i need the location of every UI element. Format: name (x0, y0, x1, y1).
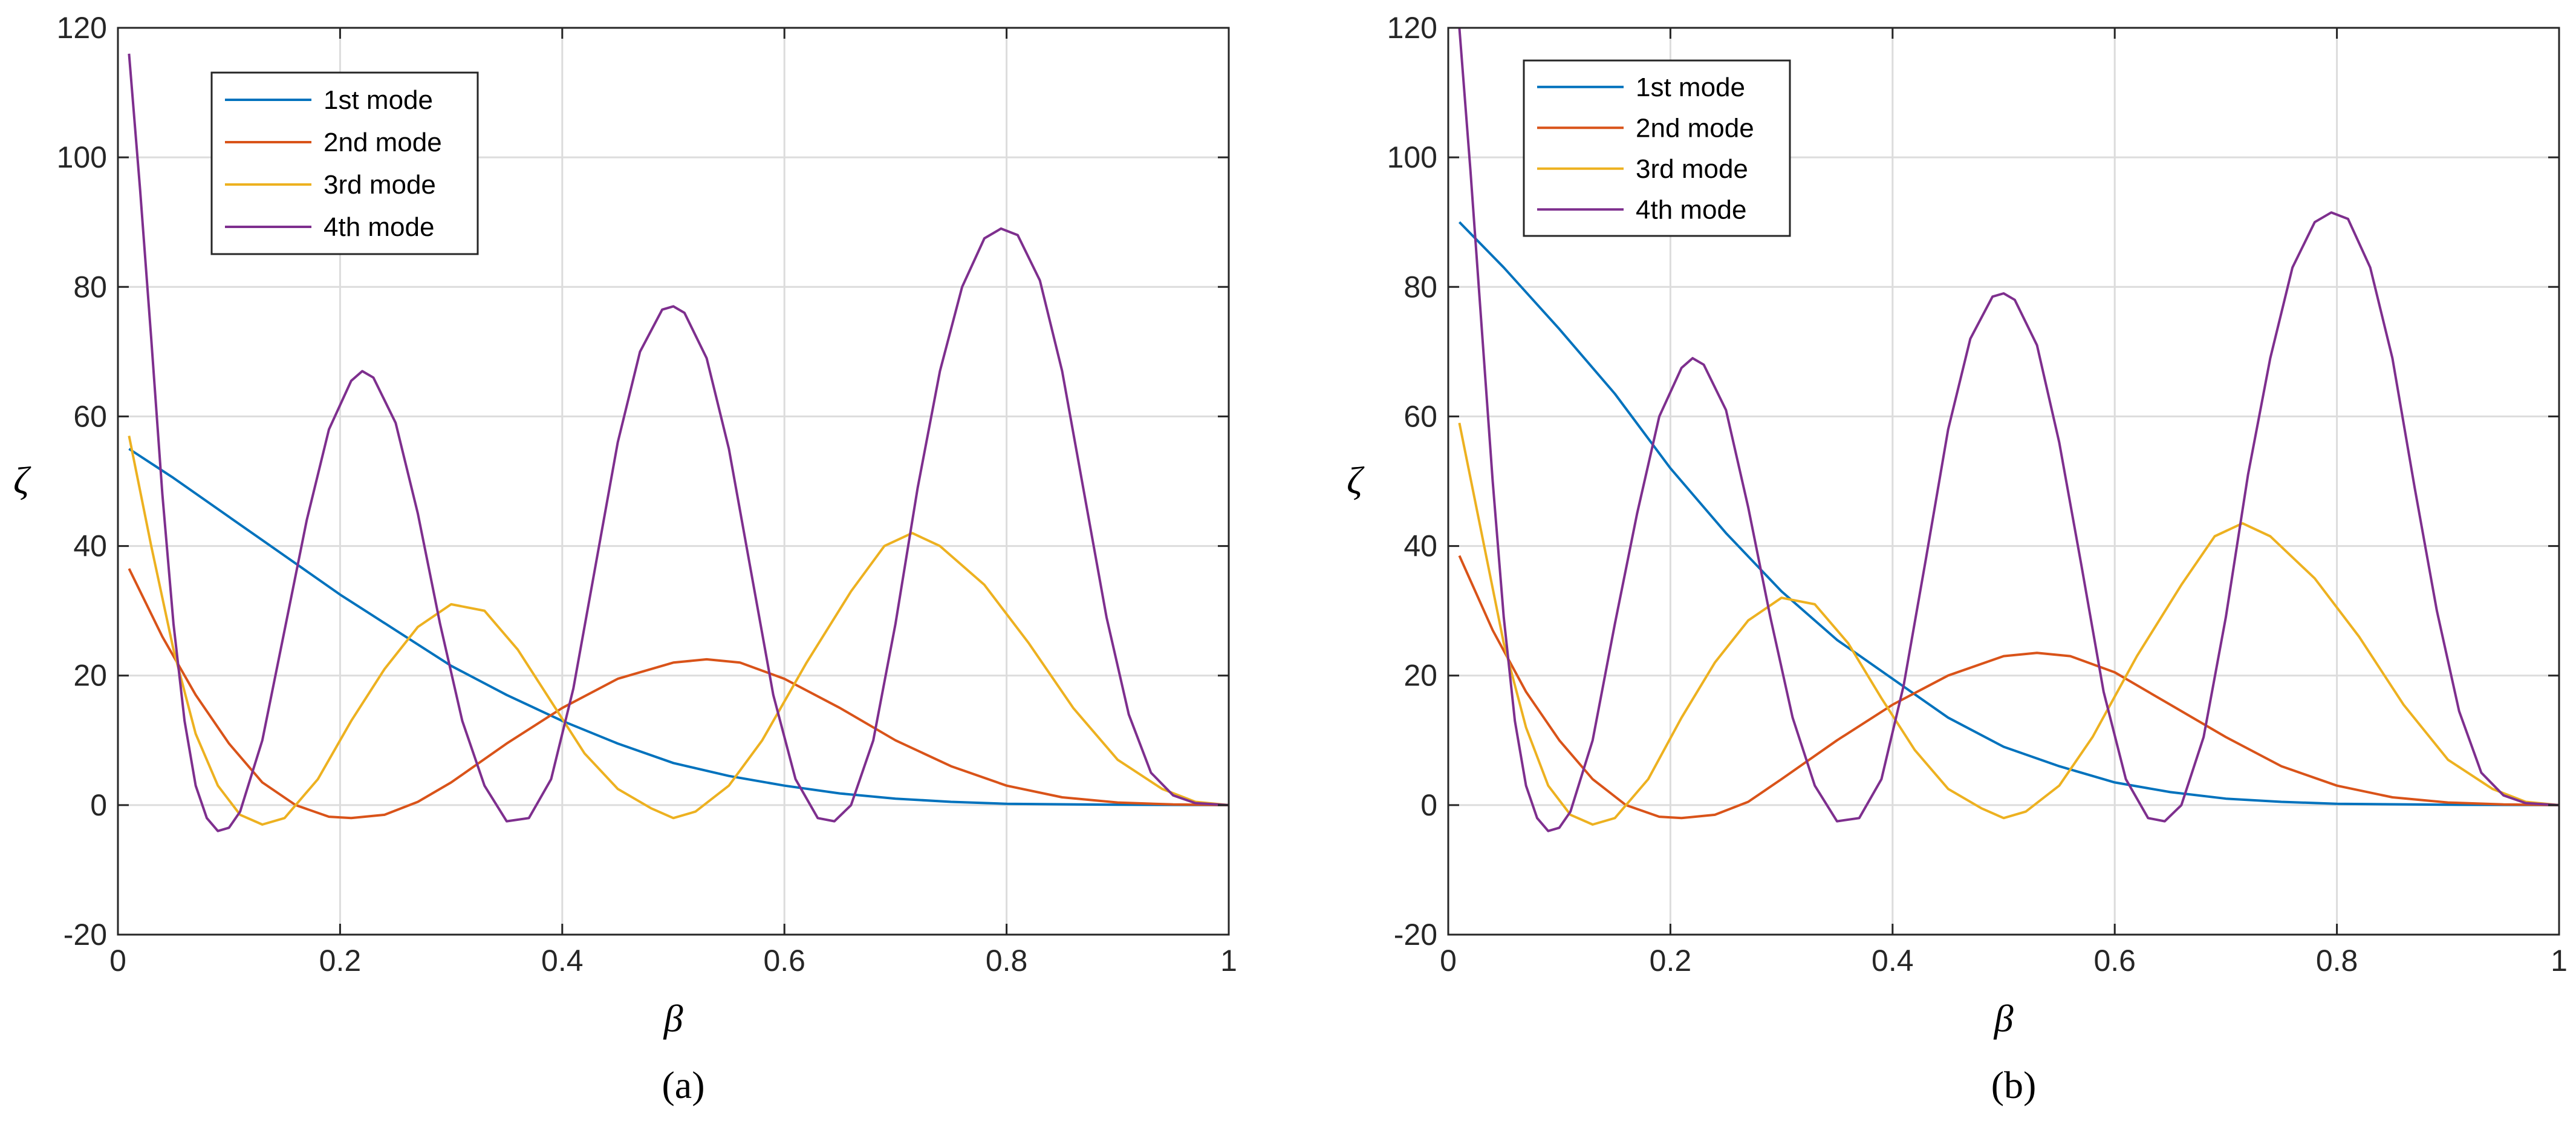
series-line-3rd-mode (1458, 422, 2560, 826)
x-tick-label: 1 (1220, 944, 1237, 978)
legend-entry-label: 1st mode (324, 85, 433, 115)
y-tick-label: 60 (1403, 399, 1437, 433)
legend: 1st mode 2nd mode 3rd mode 4th mode (210, 71, 479, 255)
y-tick-label: 100 (57, 140, 107, 174)
y-tick-label: 0 (90, 788, 107, 822)
y-tick-label: 40 (1403, 529, 1437, 563)
legend-entry-label: 2nd mode (324, 128, 442, 157)
x-tick-label: 0.2 (319, 944, 362, 978)
legend-box (1523, 59, 1791, 237)
x-tick-label: 0.4 (541, 944, 584, 978)
y-tick-label: 120 (1387, 11, 1437, 45)
x-tick-label: 0.8 (986, 944, 1028, 978)
x-tick-label: 0.8 (2316, 944, 2358, 978)
y-tick-label: 80 (1403, 270, 1437, 304)
y-tick-label: 120 (57, 11, 107, 45)
y-tick-label: -20 (63, 918, 107, 952)
series-line-4th-mode (128, 53, 1229, 832)
y-axis-label: ζ (13, 459, 31, 502)
x-tick-label: 0.6 (763, 944, 805, 978)
legend: 1st mode 2nd mode 3rd mode 4th mode (1523, 59, 1791, 237)
panel-label: (b) (1991, 1063, 2037, 1106)
x-tick-label: 0 (109, 944, 126, 978)
chart-panel-a: 0 0.2 0.4 0.6 0.8 1-20020406080100120βζ(a)1st… (13, 11, 1237, 1106)
y-tick-label: 80 (73, 270, 107, 304)
legend-entry-label: 1st mode (1636, 73, 1745, 102)
y-tick-label: 40 (73, 529, 107, 563)
legend-entry-label: 3rd mode (324, 170, 436, 200)
x-tick-label: 0.2 (1650, 944, 1692, 978)
x-tick-label: 0.4 (1872, 944, 1914, 978)
x-axis-label: β (1993, 997, 2014, 1040)
legend-entry-label: 3rd mode (1636, 154, 1748, 184)
axes-box (117, 27, 1230, 936)
series-line-4th-mode (1458, 27, 2560, 832)
legend-entry-label: 4th mode (1636, 195, 1746, 224)
axes-box (1447, 27, 2560, 936)
y-tick-label: 20 (1403, 659, 1437, 693)
x-tick-label: 0 (1440, 944, 1457, 978)
series-line-1st-mode (128, 448, 1229, 806)
y-tick-label: 60 (73, 399, 107, 433)
legend-entry-label: 4th mode (324, 212, 434, 242)
chart-panel-b: 0 0.2 0.4 0.6 0.8 1-20020406080100120βζ(b)1st… (1347, 11, 2568, 1106)
y-tick-label: 20 (73, 659, 107, 693)
panel-label: (a) (662, 1063, 704, 1106)
y-tick-label: 0 (1420, 788, 1437, 822)
y-axis-label: ζ (1347, 459, 1365, 502)
series-line-2nd-mode (1458, 555, 2560, 820)
legend-box (210, 71, 479, 255)
x-axis-label: β (663, 997, 683, 1040)
y-tick-label: -20 (1394, 918, 1437, 952)
x-tick-label: 0.6 (2093, 944, 2136, 978)
x-tick-label: 1 (2551, 944, 2568, 978)
series-line-1st-mode (1458, 221, 2560, 806)
series-line-3rd-mode (128, 436, 1229, 826)
series-line-2nd-mode (128, 568, 1229, 820)
y-tick-label: 100 (1387, 140, 1437, 174)
legend-entry-label: 2nd mode (1636, 113, 1754, 143)
